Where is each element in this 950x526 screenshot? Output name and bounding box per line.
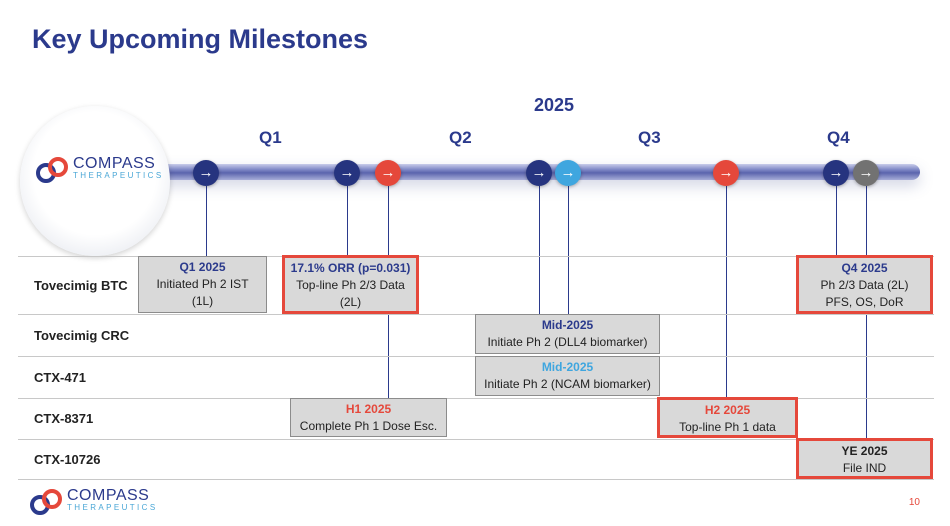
milestone-heading: Mid-2025 — [541, 318, 594, 332]
milestone-box-crc-mid: Mid-2025 Initiate Ph 2 (DLL4 biomarker) — [475, 314, 660, 354]
timeline-year: 2025 — [534, 95, 575, 115]
arrow-right-icon: → — [526, 160, 552, 186]
arrow-right-icon: → — [823, 160, 849, 186]
row-label-tovecimig-crc: Tovecimig CRC — [34, 328, 130, 343]
row-label-ctx-10726: CTX-10726 — [34, 452, 101, 467]
connector-line — [539, 186, 540, 314]
row-divider — [18, 439, 934, 440]
footer-logo: COMPASS THERAPEUTICS — [30, 487, 158, 515]
arrow-right-icon: → — [193, 160, 219, 186]
row-divider — [18, 479, 934, 480]
milestone-text: File IND — [842, 461, 887, 475]
logo-tagline: THERAPEUTICS — [67, 503, 158, 512]
milestone-box-ctx471-mid: Mid-2025 Initiate Ph 2 (NCAM biomarker) — [475, 356, 660, 396]
milestone-text: (2L) — [339, 295, 362, 309]
arrow-right-icon: → — [375, 160, 401, 186]
arrow-right-icon: → — [713, 160, 739, 186]
milestone-heading: Q1 2025 — [179, 260, 226, 274]
milestone-box-ctx10726-ye: YE 2025 File IND — [796, 438, 933, 479]
milestone-heading: H2 2025 — [704, 403, 751, 417]
page-title: Key Upcoming Milestones — [32, 24, 369, 54]
logo-tagline: THERAPEUTICS — [73, 171, 164, 180]
milestone-heading: Q4 2025 — [841, 261, 888, 275]
arrow-right-icon: → — [334, 160, 360, 186]
milestone-text: Top-line Ph 2/3 Data — [296, 278, 405, 292]
milestone-text: Initiated Ph 2 IST — [156, 277, 249, 291]
milestone-text: Initiate Ph 2 (DLL4 biomarker) — [487, 335, 648, 349]
logo-name: COMPASS — [67, 487, 150, 504]
quarter-q2: Q2 — [449, 128, 472, 147]
milestone-heading: 17.1% ORR (p=0.031) — [290, 261, 411, 275]
milestone-box-ctx8371-h2: H2 2025 Top-line Ph 1 data — [657, 397, 798, 438]
connector-line — [726, 186, 727, 398]
logo-mark-icon — [30, 489, 64, 515]
milestone-heading: YE 2025 — [841, 444, 888, 458]
connector-line — [836, 186, 837, 256]
quarter-q3: Q3 — [638, 128, 661, 147]
arrow-right-icon: → — [853, 160, 879, 186]
milestone-box-btc-q1: Q1 2025 Initiated Ph 2 IST (1L) — [138, 256, 267, 313]
milestone-box-ctx8371-h1: H1 2025 Complete Ph 1 Dose Esc. — [290, 398, 447, 437]
logo-name: COMPASS — [73, 155, 156, 172]
milestone-heading: Mid-2025 — [541, 360, 594, 374]
milestone-text: Complete Ph 1 Dose Esc. — [299, 419, 438, 433]
row-label-tovecimig-btc: Tovecimig BTC — [34, 278, 128, 293]
milestone-text: Top-line Ph 1 data — [679, 420, 776, 434]
milestone-box-btc-orr: 17.1% ORR (p=0.031) Top-line Ph 2/3 Data… — [282, 255, 419, 314]
company-logo: COMPASS THERAPEUTICS — [36, 155, 164, 183]
logo-mark-icon — [36, 157, 70, 183]
connector-line — [206, 186, 207, 256]
quarter-q4: Q4 — [827, 128, 850, 147]
milestone-text: Ph 2/3 Data (2L) — [820, 278, 909, 292]
milestone-box-btc-q4: Q4 2025 Ph 2/3 Data (2L) PFS, OS, DoR — [796, 255, 933, 314]
connector-line — [347, 186, 348, 256]
milestone-heading: H1 2025 — [345, 402, 392, 416]
quarter-q1: Q1 — [259, 128, 282, 147]
connector-line — [568, 186, 569, 314]
row-divider — [18, 398, 934, 399]
milestone-text: Initiate Ph 2 (NCAM biomarker) — [484, 377, 651, 391]
page-number: 10 — [908, 497, 920, 508]
row-label-ctx-471: CTX-471 — [34, 370, 87, 385]
milestone-text: PFS, OS, DoR — [825, 295, 904, 309]
row-divider — [18, 256, 934, 257]
arrow-right-icon: → — [555, 160, 581, 186]
row-label-ctx-8371: CTX-8371 — [34, 411, 94, 426]
milestone-text: (1L) — [191, 294, 214, 308]
